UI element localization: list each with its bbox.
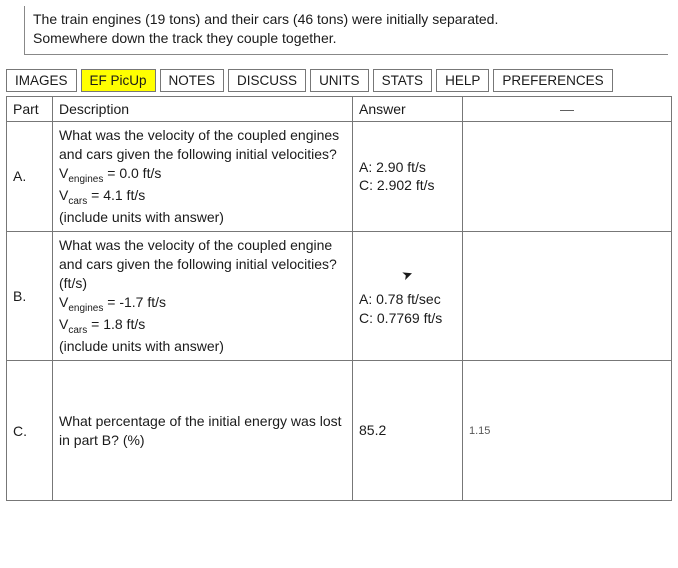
- page-number: 1.15: [469, 365, 665, 437]
- tab-discuss[interactable]: DISCUSS: [228, 69, 306, 92]
- prompt-line-1: The train engines (19 tons) and their ca…: [33, 10, 660, 29]
- header-description: Description: [53, 96, 353, 121]
- problem-statement: The train engines (19 tons) and their ca…: [24, 6, 668, 55]
- part-b-description: What was the velocity of the coupled eng…: [53, 232, 353, 361]
- tab-preferences[interactable]: PREFERENCES: [493, 69, 612, 92]
- tab-notes[interactable]: NOTES: [160, 69, 225, 92]
- part-b-include-note: (include units with answer): [59, 337, 346, 356]
- tab-bar: IMAGES EF PicUp NOTES DISCUSS UNITS STAT…: [6, 69, 672, 92]
- part-c-description: What percentage of the initial energy wa…: [53, 361, 353, 501]
- header-answer: Answer: [353, 96, 463, 121]
- part-a-extra: [463, 121, 672, 231]
- part-a-label: A.: [7, 121, 53, 231]
- part-a-vengines: Vengines = 0.0 ft/s: [59, 164, 346, 186]
- part-a-vcars: Vcars = 4.1 ft/s: [59, 186, 346, 208]
- answer-table: Part Description Answer — A. What was th…: [6, 96, 672, 501]
- prompt-line-2: Somewhere down the track they couple tog…: [33, 29, 660, 48]
- part-a-include-note: (include units with answer): [59, 208, 346, 227]
- part-b-answer-line2: C: 0.7769 ft/s: [359, 309, 456, 328]
- tab-units[interactable]: UNITS: [310, 69, 369, 92]
- part-c-label: C.: [7, 361, 53, 501]
- part-b-vengines: Vengines = -1.7 ft/s: [59, 293, 346, 315]
- tab-images[interactable]: IMAGES: [6, 69, 77, 92]
- part-a-question: What was the velocity of the coupled eng…: [59, 126, 346, 164]
- tab-help[interactable]: HELP: [436, 69, 489, 92]
- table-row: A. What was the velocity of the coupled …: [7, 121, 672, 231]
- header-extra: —: [463, 96, 672, 121]
- part-b-label: B.: [7, 232, 53, 361]
- part-b-answer-line1: A: 0.78 ft/sec: [359, 290, 456, 309]
- dash-mark: —: [469, 101, 665, 117]
- part-b-question: What was the velocity of the coupled eng…: [59, 236, 346, 293]
- table-row: B. What was the velocity of the coupled …: [7, 232, 672, 361]
- part-a-description: What was the velocity of the coupled eng…: [53, 121, 353, 231]
- tab-ef-picup[interactable]: EF PicUp: [81, 69, 156, 92]
- part-a-answer-line2: C: 2.902 ft/s: [359, 176, 456, 195]
- table-row: C. What percentage of the initial energy…: [7, 361, 672, 501]
- part-c-answer: 85.2: [353, 361, 463, 501]
- header-part: Part: [7, 96, 53, 121]
- part-b-extra: [463, 232, 672, 361]
- part-b-vcars: Vcars = 1.8 ft/s: [59, 315, 346, 337]
- table-header-row: Part Description Answer —: [7, 96, 672, 121]
- part-c-question: What percentage of the initial energy wa…: [59, 412, 346, 450]
- part-a-answer: A: 2.90 ft/s C: 2.902 ft/s: [353, 121, 463, 231]
- cursor-icon: ➤: [399, 264, 415, 284]
- part-b-answer: ➤ A: 0.78 ft/sec C: 0.7769 ft/s: [353, 232, 463, 361]
- part-a-answer-line1: A: 2.90 ft/s: [359, 158, 456, 177]
- part-c-extra: 1.15: [463, 361, 672, 501]
- tab-stats[interactable]: STATS: [373, 69, 433, 92]
- part-c-answer-line1: 85.2: [359, 421, 456, 440]
